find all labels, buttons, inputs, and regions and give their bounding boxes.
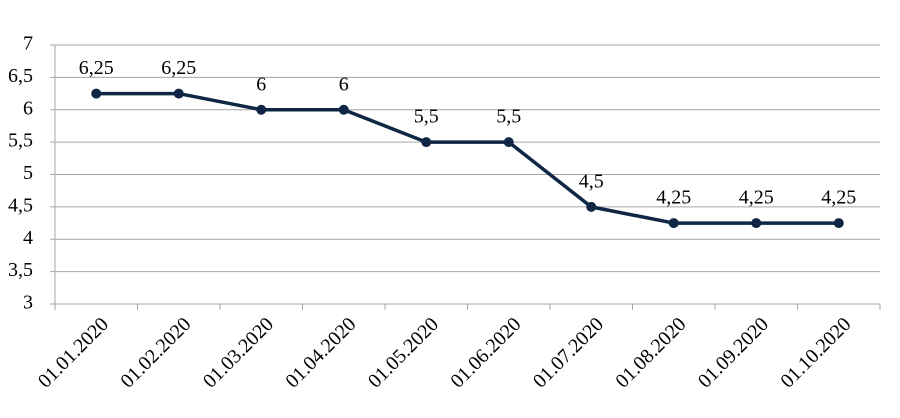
x-tick-label: 01.07.2020 (529, 313, 608, 392)
line (96, 91, 839, 225)
data-label: 6 (256, 73, 266, 95)
y-tick-label: 3,5 (8, 259, 33, 281)
x-tick-label: 01.05.2020 (364, 313, 443, 392)
y-tick-label: 3 (23, 292, 33, 314)
data-label: 4,25 (821, 187, 856, 209)
x-tick-label: 01.08.2020 (611, 313, 690, 392)
x-tick-label: 01.03.2020 (199, 313, 278, 392)
y-tick-label: 7 (23, 33, 33, 55)
x-tick-label: 01.04.2020 (281, 313, 360, 392)
marker (833, 218, 844, 229)
marker (338, 104, 349, 115)
data-label: 6,25 (79, 57, 114, 79)
data-label: 4,5 (579, 170, 604, 192)
y-tick-label: 6,5 (8, 65, 33, 87)
data-label: 6 (339, 73, 349, 95)
y-tick-label: 4,5 (8, 194, 33, 216)
marker (91, 88, 102, 99)
x-tick-label: 01.01.2020 (34, 313, 113, 392)
y-tick-label: 6 (23, 97, 33, 119)
y-tick-label: 5 (23, 162, 33, 184)
data-label: 5,5 (496, 106, 521, 128)
marker (256, 104, 267, 115)
data-label: 4,25 (656, 187, 691, 209)
y-tick-label: 5,5 (8, 130, 33, 152)
marker (668, 218, 679, 229)
marker (421, 137, 432, 148)
x-tick-label: 01.02.2020 (116, 313, 195, 392)
marker (751, 218, 762, 229)
x-tick-label: 01.06.2020 (446, 313, 525, 392)
y-tick-label: 4 (23, 227, 33, 249)
x-tick-label: 01.10.2020 (776, 313, 855, 392)
marker (586, 201, 597, 212)
data-label: 6,25 (161, 57, 196, 79)
data-label: 5,5 (414, 106, 439, 128)
marker (503, 137, 514, 148)
x-tick-label: 01.09.2020 (694, 313, 773, 392)
data-label: 4,25 (739, 187, 774, 209)
marker (173, 88, 184, 99)
